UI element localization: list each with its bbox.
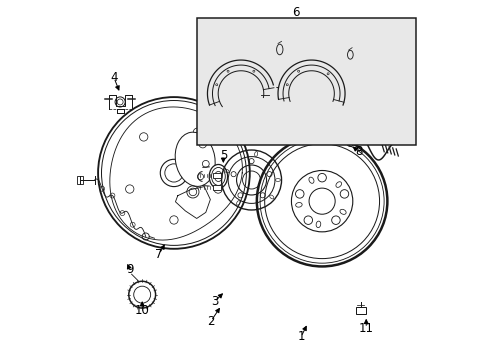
Bar (212, 173, 221, 178)
Text: 6: 6 (291, 6, 299, 19)
Text: 10: 10 (135, 304, 149, 317)
Ellipse shape (209, 165, 227, 189)
Text: 11: 11 (358, 322, 373, 335)
Text: 9: 9 (126, 264, 133, 276)
Text: 8: 8 (355, 145, 362, 158)
Bar (77, 176, 83, 184)
Text: 5: 5 (219, 149, 226, 162)
Bar (212, 185, 221, 190)
Text: 1: 1 (297, 330, 304, 343)
Bar (355, 307, 365, 314)
Ellipse shape (175, 132, 215, 186)
Text: 2: 2 (207, 315, 214, 328)
Bar (197, 18, 415, 145)
Text: 4: 4 (110, 71, 118, 84)
Text: 3: 3 (210, 295, 218, 308)
Text: 7: 7 (155, 248, 163, 261)
